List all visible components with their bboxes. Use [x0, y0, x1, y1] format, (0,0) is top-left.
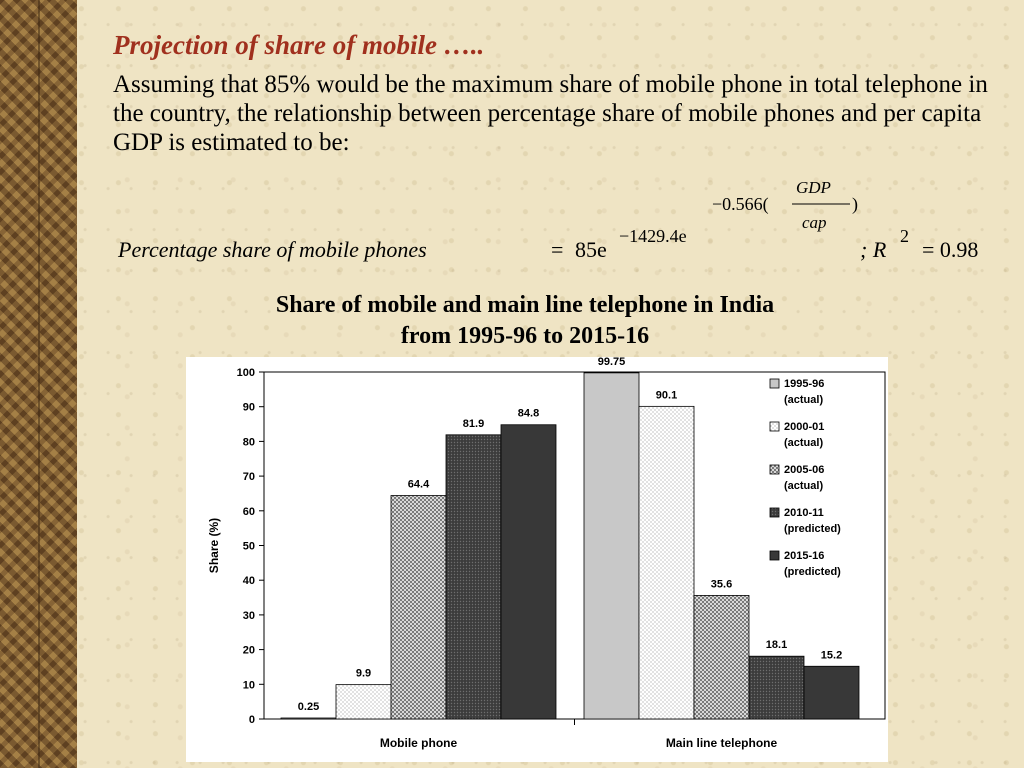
- decorative-sidebar: [0, 0, 77, 768]
- legend-swatch: [769, 421, 780, 432]
- legend-label: 1995-96: [784, 378, 824, 390]
- y-tick-label: 0: [249, 714, 255, 726]
- legend-label: (actual): [784, 480, 823, 492]
- equation-fraction-denominator: cap: [802, 213, 827, 232]
- bar: [638, 405, 695, 720]
- equation-inner-prefix: −0.566(: [712, 194, 769, 215]
- data-label: 90.1: [656, 389, 677, 401]
- data-label: 35.6: [711, 578, 732, 590]
- y-tick-label: 60: [243, 506, 255, 518]
- data-label: 81.9: [463, 418, 484, 430]
- legend-swatch: [769, 550, 780, 561]
- y-tick-label: 30: [243, 610, 255, 622]
- x-category-label: Main line telephone: [666, 736, 778, 750]
- equation-r2-prefix: ; R: [860, 237, 887, 262]
- legend-swatch: [769, 378, 780, 389]
- bar: [335, 684, 392, 720]
- equation-fraction-numerator: GDP: [796, 178, 831, 197]
- bar: [748, 655, 805, 720]
- legend-swatch: [769, 464, 780, 475]
- equation-exponent: −1429.4e: [619, 226, 687, 246]
- data-label: 64.4: [408, 479, 430, 491]
- data-label: 0.25: [298, 701, 319, 713]
- data-label: 99.75: [598, 357, 626, 368]
- y-tick-label: 90: [243, 402, 255, 414]
- legend-label: 2000-01: [784, 421, 824, 433]
- x-category-label: Mobile phone: [380, 736, 458, 750]
- legend-label: 2010-11: [784, 507, 824, 519]
- bar-chart: 0 10 20 30 40 50 60 70 80 90 100 Share (%) 0.25 9.9 64…: [207, 357, 886, 750]
- sidebar-stripe: [38, 0, 40, 768]
- data-label: 84.8: [518, 408, 539, 420]
- data-label: 9.9: [356, 668, 371, 680]
- y-tick-label: 20: [243, 645, 255, 657]
- bar: [583, 372, 640, 720]
- legend-label: (actual): [784, 437, 823, 449]
- equation-r2-value: = 0.98: [922, 237, 978, 262]
- equation-equals: =: [551, 237, 563, 262]
- equation-lhs: Percentage share of mobile phones: [117, 237, 427, 262]
- bar: [390, 495, 447, 720]
- equation-base: 85e: [575, 237, 607, 262]
- legend-label: 2015-16: [784, 550, 824, 562]
- chart-title-line-2: from 1995-96 to 2015-16: [400, 323, 650, 349]
- y-tick-label: 40: [243, 575, 255, 587]
- legend-label: (actual): [784, 394, 823, 406]
- bar: [693, 595, 750, 720]
- y-tick-label: 70: [243, 471, 255, 483]
- bar: [445, 434, 502, 720]
- chart-container: 0 10 20 30 40 50 60 70 80 90 100 Share (%) 0.25 9.9 64…: [186, 357, 888, 762]
- equation-r2-power: 2: [900, 226, 909, 246]
- bar: [803, 665, 860, 720]
- intro-paragraph: Assuming that 85% would be the maximum s…: [113, 71, 988, 156]
- data-label: 18.1: [766, 639, 787, 651]
- legend-swatch: [769, 507, 780, 518]
- data-label: 15.2: [821, 649, 842, 661]
- y-tick-label: 80: [243, 436, 255, 448]
- bar: [280, 717, 337, 720]
- y-axis-label: Share (%): [207, 518, 221, 573]
- slide-title: Projection of share of mobile …..: [113, 30, 485, 60]
- y-tick-label: 50: [243, 541, 255, 553]
- y-tick-label: 10: [243, 679, 255, 691]
- chart-title: Share of mobile and main line telephone …: [160, 290, 890, 352]
- bar: [500, 424, 557, 720]
- y-tick-label: 100: [237, 367, 255, 379]
- chart-title-line-1: Share of mobile and main line telephone …: [275, 292, 775, 318]
- equation-inner-suffix: ): [852, 194, 858, 215]
- legend-label: (predicted): [784, 566, 841, 578]
- legend-label: (predicted): [784, 523, 841, 535]
- legend-label: 2005-06: [784, 464, 824, 476]
